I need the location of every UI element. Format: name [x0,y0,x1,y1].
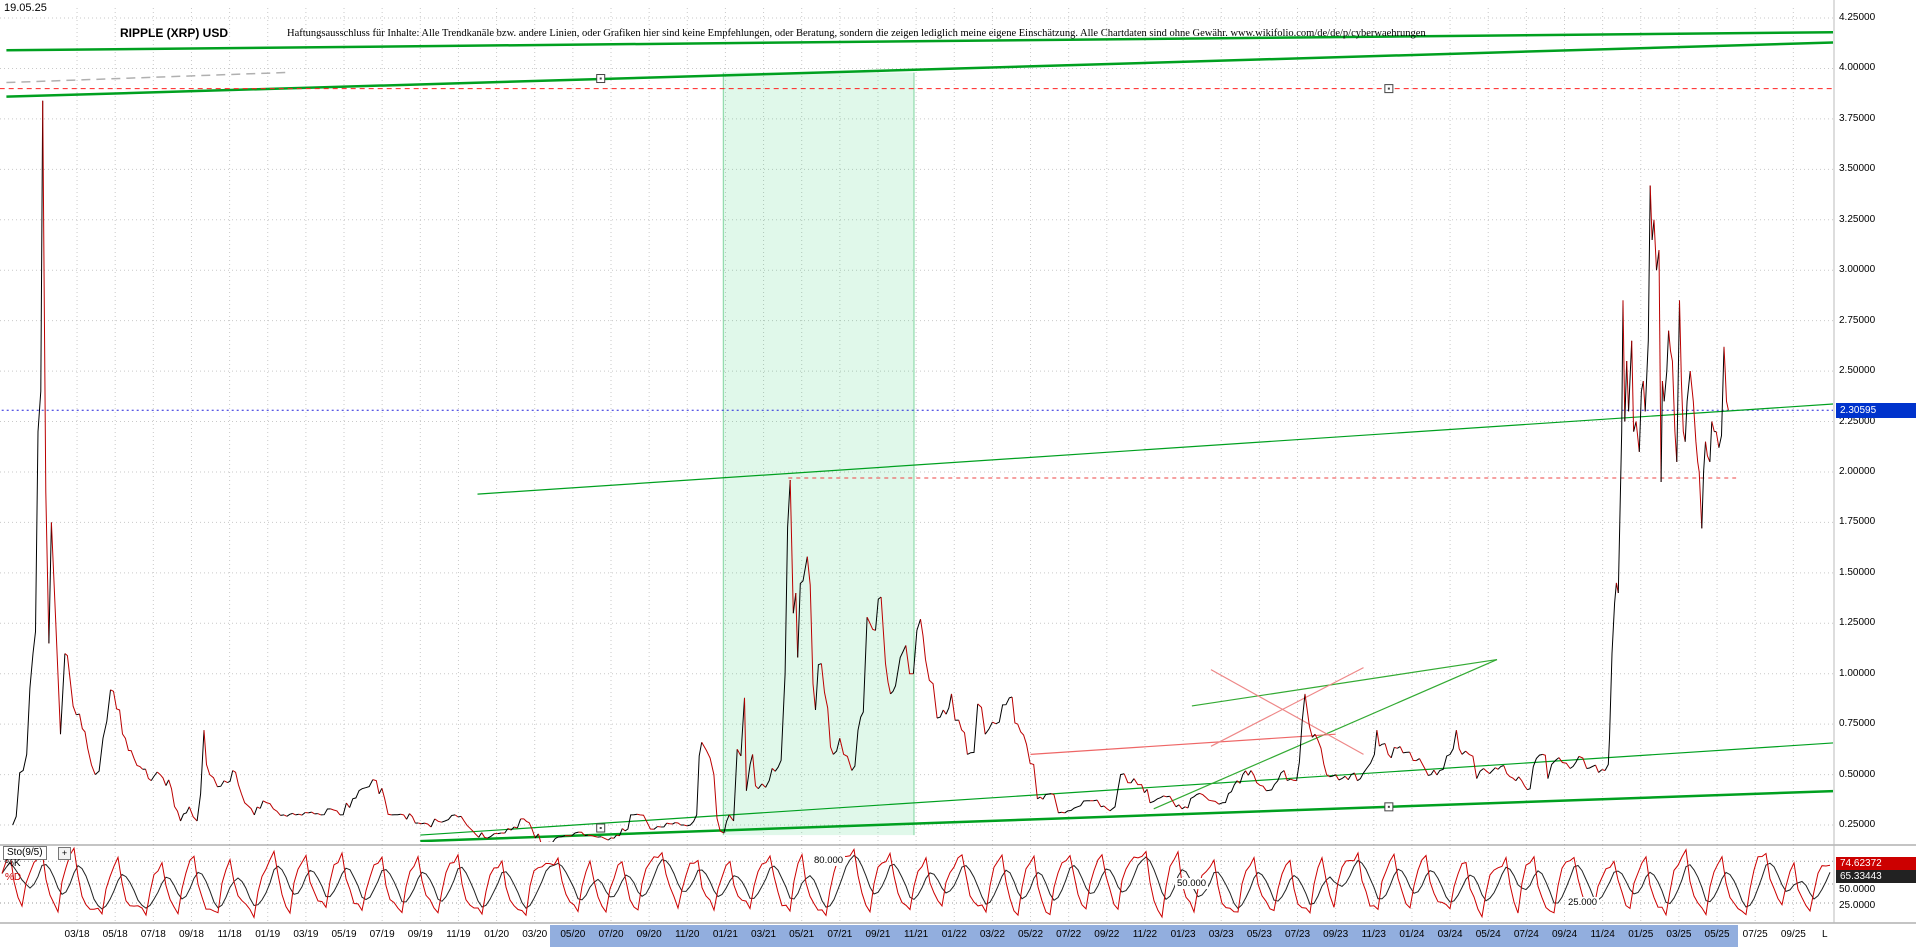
x-axis-label: 03/23 [1208,929,1234,940]
x-axis-label: 11/22 [1132,929,1158,940]
x-axis-label: 11/23 [1361,929,1386,940]
x-axis-label: 09/22 [1094,929,1120,940]
lower-green-support-line[interactable] [420,742,1843,836]
price-axis-label: 4.00000 [1839,62,1876,74]
red-cross-down[interactable] [1210,669,1364,755]
x-axis-label: 11/24 [1590,929,1615,940]
x-axis-label: 01/23 [1170,929,1196,940]
price-axis-label: 2.25000 [1839,415,1876,427]
chart-title: RIPPLE (XRP) USD [120,26,229,40]
x-axis-label: 05/19 [331,929,357,940]
price-axis-label: 3.75000 [1839,112,1876,124]
red-cross-up[interactable] [1210,667,1364,747]
green-segment-2023-upper[interactable] [1191,658,1498,707]
indicator-axis-label: 50.0000 [1839,884,1876,895]
mid-green-trendline[interactable] [477,403,1844,495]
x-axis-label: 03/19 [293,929,319,940]
x-axis-label: 01/19 [255,929,281,940]
axis-end-marker: L [1822,929,1828,940]
x-axis-label: 01/22 [941,929,967,940]
x-axis-label: 07/22 [1056,929,1082,940]
indicator-axis-label: 25.0000 [1839,900,1876,911]
green-segment-2023-rising[interactable] [1153,659,1498,810]
price-axis-label: 1.50000 [1839,566,1876,578]
x-axis-label: 07/21 [827,929,853,940]
x-axis-label: 11/19 [446,929,471,940]
x-axis-label: 03/18 [64,929,90,940]
indicator-name-label: Sto(9/5) [3,846,47,860]
x-axis-label: 09/19 [407,929,433,940]
x-axis-label: 07/24 [1513,929,1539,940]
chart-date-label: 19.05.25 [4,2,47,14]
gray-dashed-segment[interactable] [6,71,287,84]
stochastic-lines [1,846,1831,920]
highlight-region-2021[interactable] [723,72,914,836]
x-axis-label: 07/18 [140,929,166,940]
price-axis-label: 3.50000 [1839,163,1876,175]
x-axis-label: 11/20 [675,929,700,940]
stoch-d-label: %D [5,872,22,883]
x-axis-label: 05/22 [1018,929,1044,940]
price-axis-label: 0.50000 [1839,768,1876,780]
price-axis-label: 4.25000 [1839,12,1876,23]
top-green-trendline[interactable] [6,30,1843,52]
x-axis-label: 07/25 [1742,929,1768,940]
x-axis-label: 11/21 [903,929,929,940]
red-segment-2022[interactable] [1030,733,1336,755]
price-axis-label: 2.75000 [1839,314,1876,326]
indicator-level-label: 25.000 [1566,897,1600,908]
x-axis-label: 05/21 [789,929,815,940]
price-axis-label: 1.75000 [1839,516,1876,528]
price-axis-label: 2.50000 [1839,365,1876,377]
upper-green-trendline[interactable] [6,41,1843,98]
x-axis-label: 01/24 [1399,929,1425,940]
x-axis-label: 05/18 [102,929,128,940]
x-axis-label: 03/20 [522,929,548,940]
x-axis-label: 03/21 [751,929,777,940]
x-axis-label: 03/22 [979,929,1005,940]
x-axis-label: 09/18 [178,929,204,940]
disclaimer-text: Haftungsausschluss für Inhalte: Alle Tre… [287,28,1426,39]
x-axis-label: 01/20 [484,929,510,940]
lower-green-channel-line[interactable] [420,789,1843,842]
x-axis-label: 07/20 [598,929,624,940]
grid [0,8,1833,922]
x-axis-label: 07/19 [369,929,395,940]
price-axis-label: 2.00000 [1839,465,1876,477]
x-axis-label: 11/18 [217,929,242,940]
price-axis-label: 1.25000 [1839,617,1876,629]
x-axis-label: 09/20 [636,929,662,940]
price-axis-label: 0.25000 [1839,819,1876,830]
x-axis-label: 05/20 [560,929,586,940]
x-axis-label: 07/23 [1285,929,1311,940]
x-axis-label: 05/24 [1475,929,1501,940]
x-axis-label: 05/25 [1704,929,1730,940]
x-axis-label: 09/21 [865,929,891,940]
x-axis-label: 01/25 [1628,929,1654,940]
price-axis-label: 1.00000 [1839,667,1876,679]
price-axis-label: 0.75000 [1839,718,1876,730]
x-axis-label: 09/24 [1551,929,1578,940]
x-axis-label: 05/23 [1246,929,1272,940]
x-axis-label: 01/21 [712,929,738,940]
indicator-level-label: 80.000 [812,855,846,867]
price-axis-label: 3.00000 [1839,264,1876,276]
x-axis-range-scrollbar[interactable] [550,925,1738,947]
price-series-path [12,100,1729,842]
stoch-d-value-badge: 65.33443 [1836,870,1916,883]
indicator-level-label: 50.000 [1175,878,1209,889]
x-axis-label: 09/25 [1780,929,1806,940]
price-axis-label: 3.25000 [1839,213,1876,225]
current-price-badge: 2.30595 [1836,403,1916,419]
stoch-k-label: %K [5,858,21,869]
x-axis-label: 03/25 [1666,929,1692,940]
x-axis-label: 09/23 [1323,929,1349,940]
stoch-k-value-badge: 74.62372 [1836,857,1916,870]
indicator-settings-button[interactable]: + [58,847,71,860]
x-axis-label: 03/24 [1437,929,1463,940]
